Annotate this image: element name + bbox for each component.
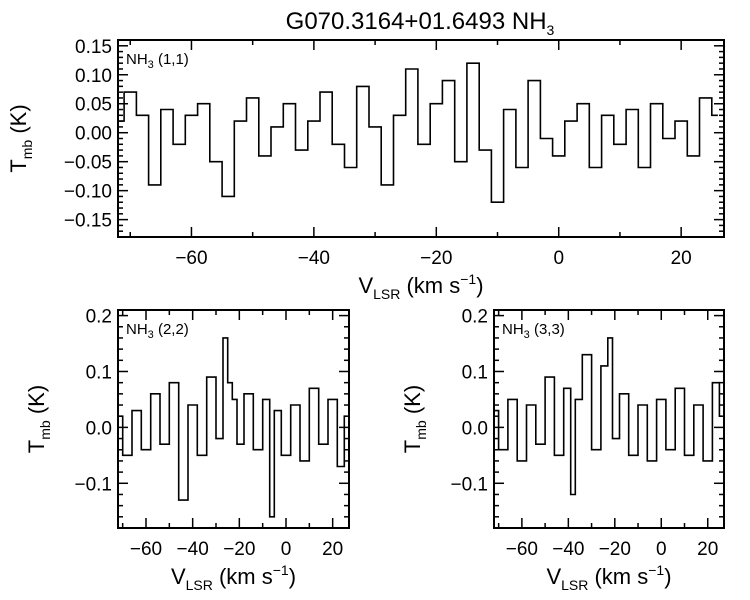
y-tick-label: −0.15 <box>64 211 112 232</box>
panel-label: NH3 (2,2) <box>126 321 189 341</box>
panel-nh3-11: −60 −40 −20 0 20 0.15 0.10 0.05 0.00 −0.05 −0.10 −0… <box>6 37 725 302</box>
x-tick-label: 20 <box>322 539 343 560</box>
x-tick-label: −60 <box>175 248 207 269</box>
y-tick-label: 0.1 <box>462 362 488 383</box>
y-tick-label: 0.2 <box>86 307 112 328</box>
x-tick-label: −60 <box>506 539 538 560</box>
plot-frame <box>117 39 725 238</box>
y-axis-label-main: T <box>6 159 31 172</box>
plot-frame <box>117 309 350 529</box>
x-tick-label: 0 <box>281 539 292 560</box>
y-tick-label: −0.1 <box>450 474 488 495</box>
figure-title: G070.3164+01.6493 NH3 <box>286 8 555 38</box>
x-tick-label: −60 <box>130 539 162 560</box>
x-axis-label-superscript: −1 <box>648 562 664 578</box>
y-axis-label-subscript: mb <box>413 420 429 440</box>
x-axis-label-close: ) <box>476 273 483 298</box>
y-tick-label: −0.1 <box>74 474 112 495</box>
panel-label-subscript: 3 <box>524 329 530 341</box>
spectrum-line <box>494 337 722 496</box>
y-tick-label: 0.0 <box>86 418 112 439</box>
panel-label-transition: (2,2) <box>154 321 189 338</box>
x-axis-label: VLSR (km s−1) <box>546 562 671 593</box>
y-tick-label: 0.10 <box>75 66 112 87</box>
x-tick-label: 0 <box>553 248 564 269</box>
x-axis-label-subscript: LSR <box>186 577 213 593</box>
panel-nh3-33: −60 −40 −20 0 20 0.2 0.1 0.0 −0.1 NH3 (3,3) VLSR (… <box>400 307 725 593</box>
y-tick-label: 0.1 <box>86 362 112 383</box>
y-axis-label-subscript: mb <box>19 140 35 160</box>
y-axis-label: Tmb (K) <box>24 385 53 453</box>
y-axis-label-unit: (K) <box>6 104 31 139</box>
y-tick-label: 0.00 <box>75 124 112 145</box>
panel-nh3-22: −60 −40 −20 0 20 0.2 0.1 0.0 −0.1 NH3 (2,2) VLSR (… <box>24 307 350 593</box>
panel-label-main: NH <box>126 51 148 68</box>
y-tick-label: 0.15 <box>75 37 112 58</box>
x-tick-label: −20 <box>223 539 255 560</box>
y-tick-label: 0.05 <box>75 95 112 116</box>
x-axis-label-subscript: LSR <box>561 577 588 593</box>
y-axis-label-main: T <box>400 440 425 453</box>
panel-label-subscript: 3 <box>148 59 154 71</box>
x-tick-label: 20 <box>697 539 718 560</box>
x-axis-label-unit: (km s <box>588 564 648 589</box>
panels: −60 −40 −20 0 200.150.100.050.00−0.05−0.10−0… <box>6 37 725 593</box>
x-axis-label-subscript: LSR <box>373 286 400 302</box>
panel-label: NH3 (3,3) <box>502 321 565 341</box>
y-axis-label-unit: (K) <box>400 385 425 420</box>
x-tick-label: −20 <box>599 539 631 560</box>
x-axis-label-unit: (km s <box>400 273 460 298</box>
plot-frame <box>493 309 725 529</box>
panel-label-main: NH <box>126 321 148 338</box>
y-tick-label: 0.2 <box>462 307 488 328</box>
panel-label-transition: (3,3) <box>530 321 565 338</box>
y-tick-label: 0.0 <box>462 418 488 439</box>
x-axis-label: VLSR (km s−1) <box>358 271 483 302</box>
panel-label-main: NH <box>502 321 524 338</box>
x-tick-label: −20 <box>420 248 452 269</box>
x-tick-label: 20 <box>671 248 692 269</box>
x-axis-label-main: V <box>358 273 373 298</box>
figure-title-main: G070.3164+01.6493 NH <box>286 8 547 35</box>
figure-title-subscript: 3 <box>547 22 555 38</box>
y-axis-label-subscript: mb <box>37 420 53 440</box>
spectrum-line <box>118 337 347 518</box>
x-axis-label-superscript: −1 <box>273 562 289 578</box>
y-tick-label: −0.10 <box>64 182 112 203</box>
spectrum-line <box>118 62 718 203</box>
y-axis-label-unit: (K) <box>24 385 49 420</box>
x-axis-label-main: V <box>546 564 561 589</box>
x-axis-label-superscript: −1 <box>460 271 476 287</box>
y-axis-label: Tmb (K) <box>400 385 429 453</box>
x-axis-label-main: V <box>171 564 186 589</box>
panel-label: NH3 (1,1) <box>126 51 189 71</box>
x-tick-label: −40 <box>298 248 330 269</box>
x-tick-label: 0 <box>656 539 667 560</box>
y-tick-label: −0.05 <box>64 153 112 174</box>
x-axis-label: VLSR (km s−1) <box>171 562 296 593</box>
x-tick-label: −40 <box>552 539 584 560</box>
panel-label-subscript: 3 <box>148 329 154 341</box>
x-axis-label-close: ) <box>289 564 296 589</box>
x-axis-label-close: ) <box>664 564 671 589</box>
x-axis-label-unit: (km s <box>213 564 273 589</box>
x-tick-label: −40 <box>177 539 209 560</box>
panel-label-transition: (1,1) <box>154 51 189 68</box>
y-axis-label: Tmb (K) <box>6 104 35 172</box>
y-axis-label-main: T <box>24 440 49 453</box>
